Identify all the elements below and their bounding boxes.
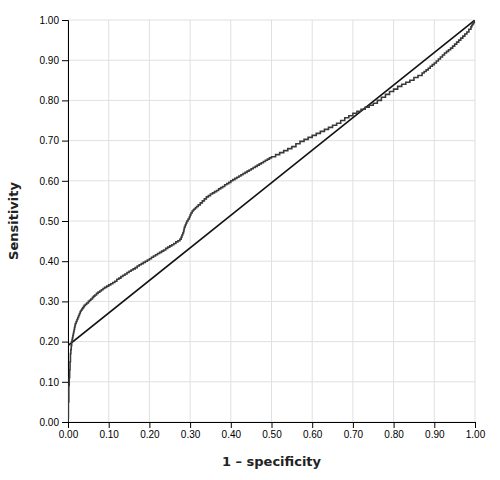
y-tick-label: 0.00 — [40, 417, 60, 428]
x-tick: 0.80 — [384, 422, 404, 440]
x-tick-mark — [190, 422, 191, 428]
y-tick: 0.00 — [40, 417, 68, 428]
y-tick-mark — [62, 261, 68, 262]
x-axis-title: 1 – specificity — [222, 454, 322, 469]
y-tick: 0.40 — [40, 256, 68, 267]
y-tick-label: 0.20 — [40, 336, 60, 347]
grid — [68, 20, 475, 422]
y-grid-line — [68, 301, 475, 302]
x-tick-label: 0.80 — [384, 429, 404, 440]
y-grid-line — [68, 180, 475, 181]
x-tick-mark — [272, 422, 273, 428]
x-tick-label: 0.00 — [59, 429, 79, 440]
y-tick-mark — [62, 422, 68, 423]
x-tick: 0.20 — [140, 422, 160, 440]
x-tick-mark — [434, 422, 435, 428]
x-tick: 0.70 — [344, 422, 364, 440]
y-tick-label: 0.50 — [40, 216, 60, 227]
y-tick: 0.20 — [40, 336, 68, 347]
y-tick-label: 0.70 — [40, 135, 60, 146]
y-grid-line — [68, 261, 475, 262]
y-grid-line — [68, 100, 475, 101]
x-axis: 0.00 0.10 0.20 0.30 0.40 0.50 0.60 0.70 0.80 0.90… — [59, 422, 486, 440]
y-tick-mark — [62, 60, 68, 61]
y-tick: 0.80 — [40, 95, 68, 106]
y-grid-line — [68, 140, 475, 141]
y-tick-label: 0.60 — [40, 176, 60, 187]
x-tick: 0.30 — [181, 422, 201, 440]
x-tick-label: 1.00 — [466, 429, 486, 440]
x-tick-mark — [109, 422, 110, 428]
x-tick-mark — [231, 422, 232, 428]
y-grid-line — [68, 341, 475, 342]
y-tick-label: 0.80 — [40, 95, 60, 106]
y-axis: 0.00 0.10 0.20 0.30 0.40 0.50 0.60 0.70 0.80 0.90… — [40, 15, 69, 428]
y-tick-mark — [62, 342, 68, 343]
x-tick-mark — [475, 422, 476, 428]
y-tick-label: 0.40 — [40, 256, 60, 267]
x-tick: 1.00 — [466, 422, 486, 440]
step-line — [68, 20, 475, 422]
x-tick: 0.60 — [303, 422, 323, 440]
x-tick-label: 0.20 — [140, 429, 160, 440]
y-axis-line — [62, 21, 69, 423]
y-tick: 0.30 — [40, 296, 68, 307]
y-tick-mark — [62, 221, 68, 222]
y-tick-label: 0.90 — [40, 55, 60, 66]
plot: 0.00 0.10 0.20 0.30 0.40 0.50 0.60 0.70 0.80 0.90… — [40, 15, 486, 440]
y-tick-label: 1.00 — [40, 15, 60, 26]
y-grid-line — [68, 60, 475, 61]
y-tick-mark — [62, 382, 68, 383]
y-tick-mark — [62, 141, 68, 142]
x-tick: 0.10 — [99, 422, 119, 440]
x-tick: 0.40 — [222, 422, 242, 440]
x-tick-mark — [394, 422, 395, 428]
x-tick-label: 0.90 — [425, 429, 445, 440]
x-tick-mark — [353, 422, 354, 428]
y-tick-label: 0.10 — [40, 377, 60, 388]
y-tick: 0.70 — [40, 135, 68, 146]
y-tick: 0.10 — [40, 377, 68, 388]
y-tick: 1.00 — [40, 15, 68, 26]
x-tick: 0.00 — [59, 422, 79, 440]
x-axis-line — [69, 423, 476, 429]
x-tick-label: 0.50 — [262, 429, 282, 440]
x-tick-label: 0.60 — [303, 429, 323, 440]
y-grid-line — [68, 221, 475, 222]
x-tick: 0.90 — [425, 422, 445, 440]
y-tick-mark — [62, 181, 68, 182]
x-tick-label: 0.10 — [99, 429, 119, 440]
line — [68, 20, 475, 346]
y-grid-line — [68, 20, 475, 21]
y-tick: 0.60 — [40, 176, 68, 187]
y-grid-line — [68, 381, 475, 382]
x-tick-mark — [149, 422, 150, 428]
y-tick: 0.50 — [40, 216, 68, 227]
x-tick: 0.50 — [262, 422, 282, 440]
x-tick-label: 0.30 — [181, 429, 201, 440]
x-tick-label: 0.70 — [344, 429, 364, 440]
chart: 0.00 0.10 0.20 0.30 0.40 0.50 0.60 0.70 0.80 0.90… — [0, 0, 500, 480]
y-tick-mark — [62, 301, 68, 302]
y-tick: 0.90 — [40, 55, 68, 66]
x-tick-mark — [312, 422, 313, 428]
x-tick-label: 0.40 — [222, 429, 242, 440]
marks — [68, 20, 475, 422]
y-axis-title: Sensitivity — [6, 182, 21, 260]
y-tick-label: 0.30 — [40, 296, 60, 307]
y-tick-mark — [62, 100, 68, 101]
y-tick-mark — [62, 20, 68, 21]
